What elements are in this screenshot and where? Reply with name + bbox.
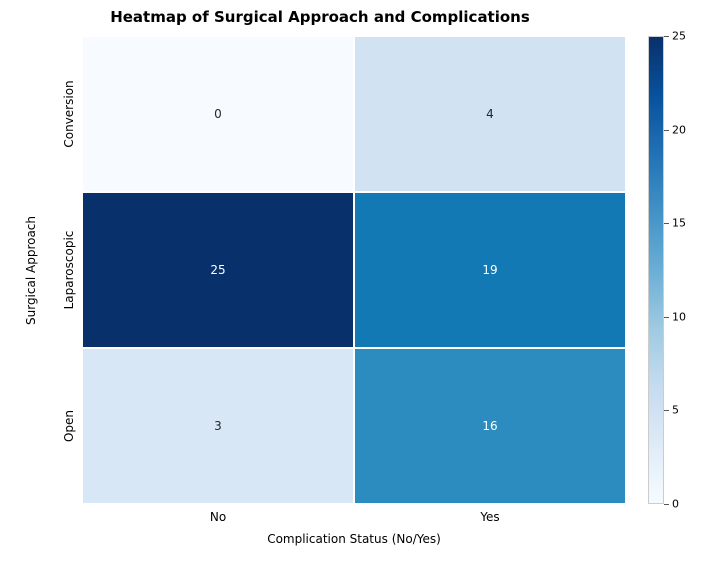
x-axis-label: Complication Status (No/Yes) [82, 532, 626, 546]
heatmap-cell: 3 [82, 348, 354, 504]
y-tick-label: Laparoscopic [62, 231, 76, 310]
colorbar-tick-label: 10 [672, 310, 686, 323]
y-tick-label: Conversion [62, 80, 76, 147]
colorbar-tick-line [664, 223, 669, 224]
colorbar-tick-line [664, 36, 669, 37]
colorbar-tick-label: 25 [672, 30, 686, 43]
colorbar [648, 36, 664, 504]
y-axis-label: Surgical Approach [24, 36, 38, 504]
heatmap-chart: Heatmap of Surgical Approach and Complic… [0, 0, 702, 561]
heatmap-cell: 16 [354, 348, 626, 504]
colorbar-tick-line [664, 130, 669, 131]
heatmap-row: 316 [82, 348, 626, 504]
colorbar-tick-label: 20 [672, 123, 686, 136]
chart-title: Heatmap of Surgical Approach and Complic… [0, 8, 640, 26]
colorbar-tick-line [664, 317, 669, 318]
heatmap-plot-area: 042519316 [82, 36, 626, 504]
heatmap-cell: 0 [82, 36, 354, 192]
colorbar-tick-line [664, 410, 669, 411]
heatmap-cell: 19 [354, 192, 626, 348]
colorbar-tick-label: 5 [672, 404, 679, 417]
y-tick-label: Open [62, 410, 76, 442]
x-tick-label: Yes [480, 510, 499, 524]
heatmap-cell: 25 [82, 192, 354, 348]
heatmap-cell: 4 [354, 36, 626, 192]
heatmap-row: 2519 [82, 192, 626, 348]
colorbar-tick-label: 15 [672, 217, 686, 230]
x-tick-label: No [210, 510, 226, 524]
colorbar-tick-label: 0 [672, 498, 679, 511]
colorbar-tick-line [664, 504, 669, 505]
heatmap-row: 04 [82, 36, 626, 192]
